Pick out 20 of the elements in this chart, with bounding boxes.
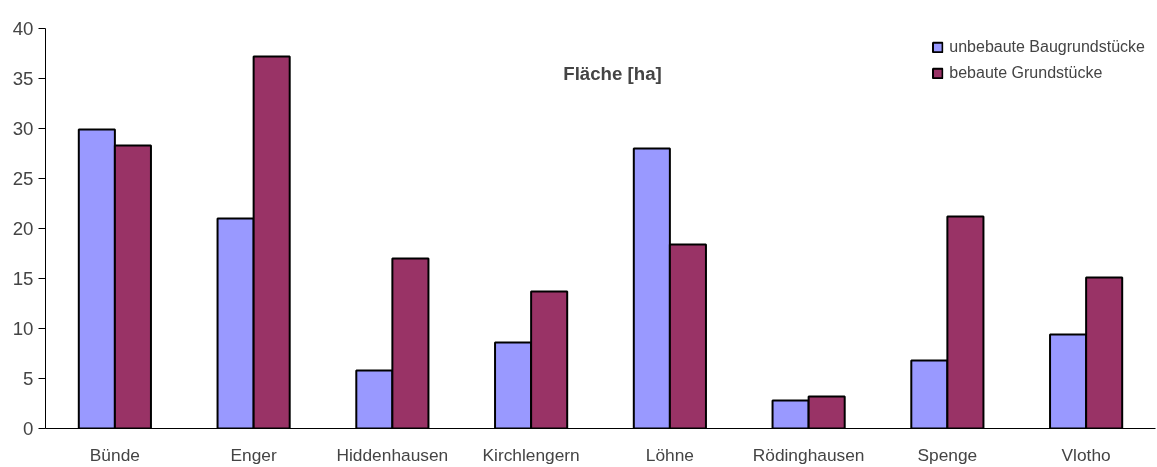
y-tick-label: 0 [23,418,34,439]
x-tick-label: Rödinghausen [752,444,865,465]
y-tick-label: 40 [12,18,34,39]
x-tick-label: Hiddenhausen [336,444,449,465]
y-tick-label: 35 [12,68,34,89]
y-tick-label: 20 [12,218,34,239]
y-tick-label: 5 [23,368,34,389]
x-tick-label: Bünde [89,444,140,465]
y-tick-label: 10 [12,318,34,339]
text: Fläche [ha] [563,63,662,84]
x-tick-label: Vlotho [1061,444,1111,465]
y-tick-label: 15 [12,268,34,289]
y-tick-label: 30 [12,118,34,139]
legend-label: unbebaute Baugrundstücke [949,38,1145,56]
x-tick-label: Löhne [645,444,694,465]
x-tick-label: Kirchlengern [482,444,580,465]
x-tick-label: Spenge [917,444,978,465]
y-tick-label: 25 [12,168,34,189]
x-tick-label: Enger [230,444,277,465]
legend-label: bebaute Grundstücke [949,64,1103,82]
